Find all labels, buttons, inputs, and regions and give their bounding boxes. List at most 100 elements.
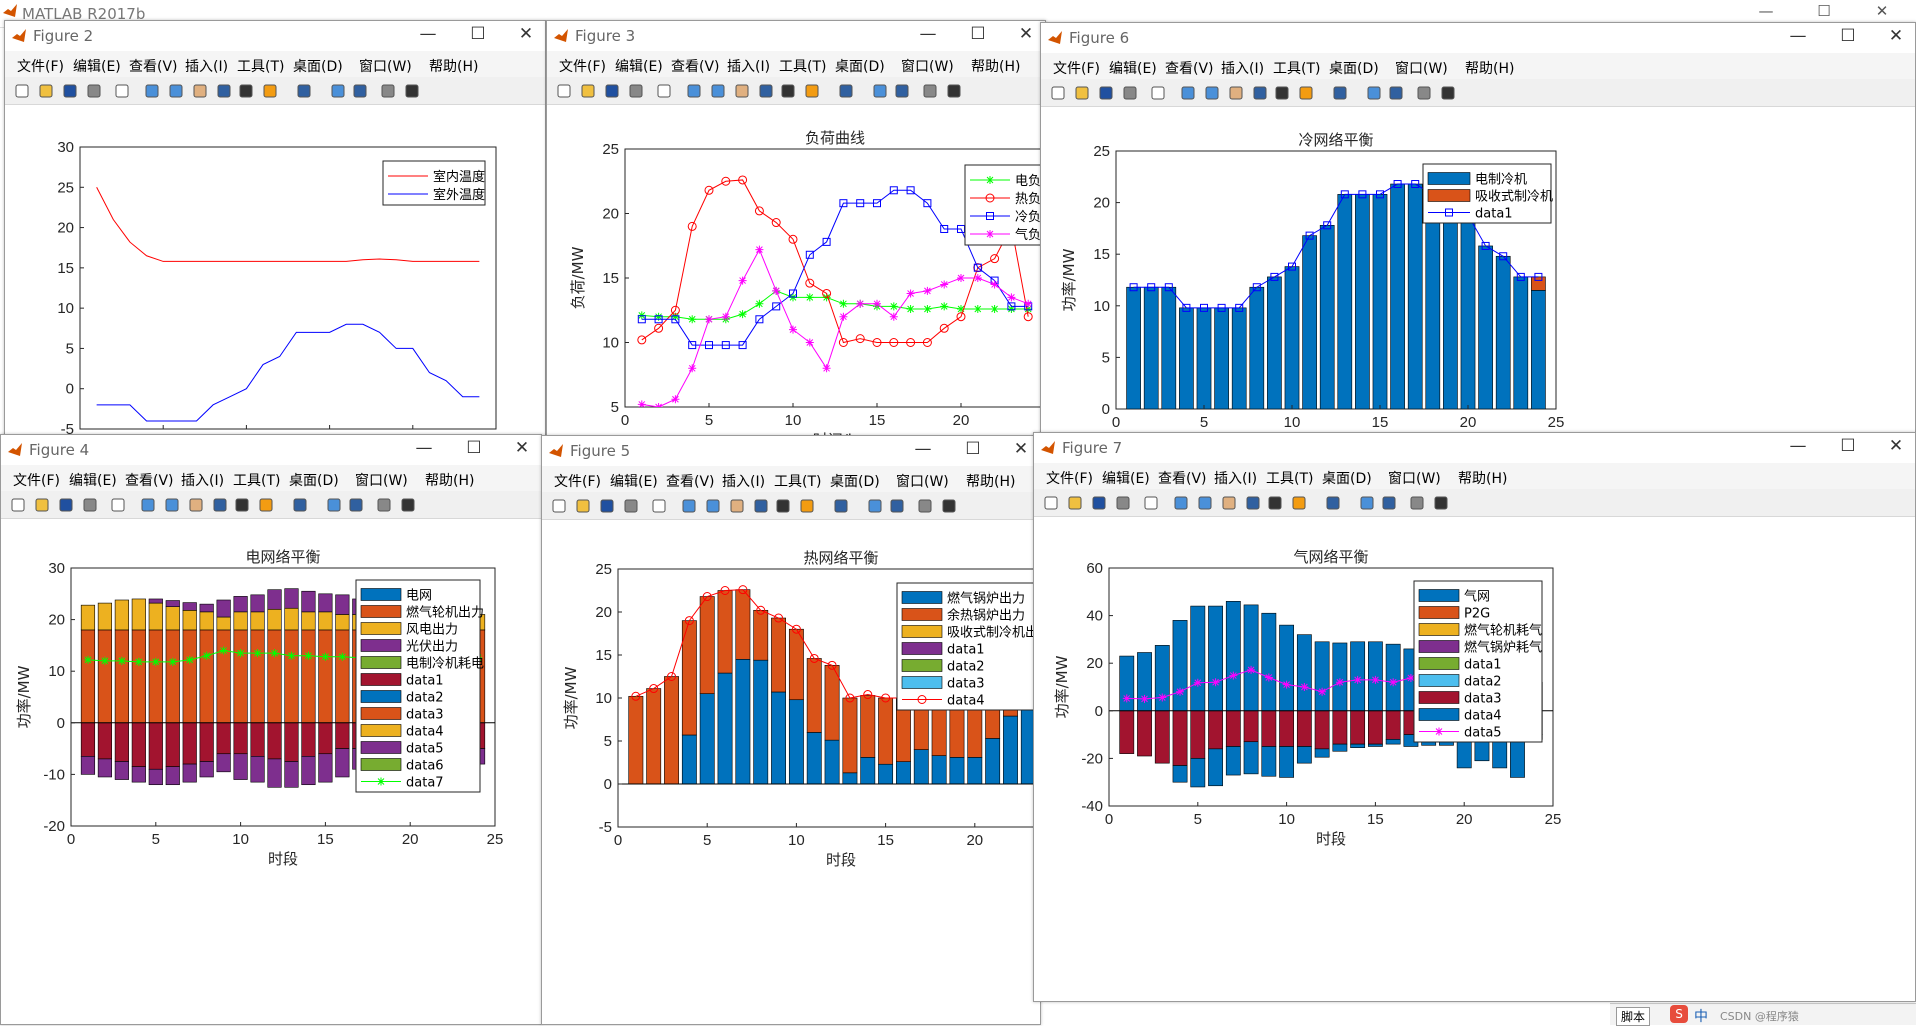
rotate-icon[interactable] [211,496,229,514]
brush-icon[interactable] [1290,494,1308,512]
figure-title-bar[interactable]: Figure 5 — ☐ ✕ [542,436,1040,466]
show-icon[interactable] [1432,494,1450,512]
pointer-icon[interactable] [1149,84,1167,102]
sogou-ime-icon[interactable]: S [1670,1005,1688,1023]
new-figure-icon[interactable] [1042,494,1060,512]
save-icon[interactable] [61,82,79,100]
rotate-icon[interactable] [215,82,233,100]
menu-item[interactable]: 窗口(W) [901,59,954,75]
rotate-icon[interactable] [1251,84,1269,102]
menu-item[interactable]: 桌面(D) [1329,61,1379,77]
maximize-button[interactable]: ☐ [470,24,486,44]
menu-item[interactable]: 插入(I) [1214,471,1258,487]
link-icon[interactable] [1331,84,1349,102]
hide-icon[interactable] [1408,494,1426,512]
zoom-in-icon[interactable] [1179,84,1197,102]
new-figure-icon[interactable] [1049,84,1067,102]
close-button[interactable]: ✕ [1018,24,1034,44]
menu-item[interactable]: 查看(V) [125,473,174,489]
script-tab[interactable]: 脚本 [1616,1007,1651,1026]
legend-icon[interactable] [888,497,906,515]
minimize-button[interactable]: — [914,439,932,459]
pointer-icon[interactable] [1142,494,1160,512]
menu-item[interactable]: 工具(T) [1273,61,1321,77]
menu-item[interactable]: 编辑(E) [73,59,121,75]
data-cursor-icon[interactable] [1266,494,1284,512]
zoom-out-icon[interactable] [704,497,722,515]
zoom-in-icon[interactable] [685,82,703,100]
zoom-in-icon[interactable] [680,497,698,515]
menu-item[interactable]: 编辑(E) [615,59,663,75]
maximize-button[interactable]: ☐ [970,24,986,44]
menu-item[interactable]: 工具(T) [233,473,281,489]
ime-mode[interactable]: 中 [1694,1009,1708,1025]
menu-item[interactable]: 桌面(D) [1322,471,1372,487]
rotate-icon[interactable] [1244,494,1262,512]
close-button[interactable]: ✕ [518,24,534,44]
menu-item[interactable]: 文件(F) [13,473,60,489]
menu-item[interactable]: 查看(V) [1158,471,1207,487]
zoom-in-icon[interactable] [143,82,161,100]
legend-icon[interactable] [351,82,369,100]
link-icon[interactable] [832,497,850,515]
menu-item[interactable]: 文件(F) [1053,61,1100,77]
hide-icon[interactable] [379,82,397,100]
data-cursor-icon[interactable] [233,496,251,514]
new-figure-icon[interactable] [13,82,31,100]
pan-icon[interactable] [733,82,751,100]
print-icon[interactable] [81,496,99,514]
menu-item[interactable]: 窗口(W) [896,474,949,490]
data-cursor-icon[interactable] [779,82,797,100]
colorbar-icon[interactable] [866,497,884,515]
link-icon[interactable] [291,496,309,514]
print-icon[interactable] [1121,84,1139,102]
menu-item[interactable]: 帮助(H) [966,474,1016,490]
rotate-icon[interactable] [752,497,770,515]
pan-icon[interactable] [1227,84,1245,102]
figure-title-bar[interactable]: Figure 3 — ☐ ✕ [547,21,1045,51]
menu-item[interactable]: 插入(I) [1221,61,1265,77]
menu-item[interactable]: 编辑(E) [610,474,658,490]
maximize-button[interactable]: ☐ [965,439,981,459]
print-icon[interactable] [1114,494,1132,512]
close-button[interactable]: ✕ [1888,436,1904,456]
data-cursor-icon[interactable] [237,82,255,100]
menu-item[interactable]: 编辑(E) [1102,471,1150,487]
menu-item[interactable]: 查看(V) [1165,61,1214,77]
menu-item[interactable]: 插入(I) [727,59,771,75]
hide-icon[interactable] [1415,84,1433,102]
brush-icon[interactable] [803,82,821,100]
close-button[interactable]: ✕ [1013,439,1029,459]
new-figure-icon[interactable] [550,497,568,515]
zoom-out-icon[interactable] [1203,84,1221,102]
maximize-button[interactable]: ☐ [1840,436,1856,456]
menu-item[interactable]: 桌面(D) [830,474,880,490]
open-icon[interactable] [37,82,55,100]
save-icon[interactable] [1090,494,1108,512]
pointer-icon[interactable] [655,82,673,100]
save-icon[interactable] [598,497,616,515]
pointer-icon[interactable] [113,82,131,100]
matlab-minimize-button[interactable]: — [1758,2,1774,20]
menu-item[interactable]: 帮助(H) [971,59,1021,75]
menu-item[interactable]: 文件(F) [1046,471,1093,487]
zoom-out-icon[interactable] [163,496,181,514]
figure-title-bar[interactable]: Figure 2 — ☐ ✕ [5,21,545,51]
brush-icon[interactable] [798,497,816,515]
matlab-close-button[interactable]: ✕ [1875,2,1889,20]
legend[interactable]: 电负荷热负荷冷负荷气负荷 [964,164,1046,246]
data-cursor-icon[interactable] [774,497,792,515]
menu-item[interactable]: 编辑(E) [1109,61,1157,77]
legend-icon[interactable] [893,82,911,100]
figure-window[interactable]: Figure 5 — ☐ ✕ 文件(F) 编辑(E) 查看(V) 插入(I) 工具(T) 桌面(D… [541,435,1041,1025]
colorbar-icon[interactable] [871,82,889,100]
maximize-button[interactable]: ☐ [466,438,482,458]
menu-item[interactable]: 窗口(W) [359,59,412,75]
print-icon[interactable] [85,82,103,100]
menu-item[interactable]: 工具(T) [237,59,285,75]
link-icon[interactable] [295,82,313,100]
